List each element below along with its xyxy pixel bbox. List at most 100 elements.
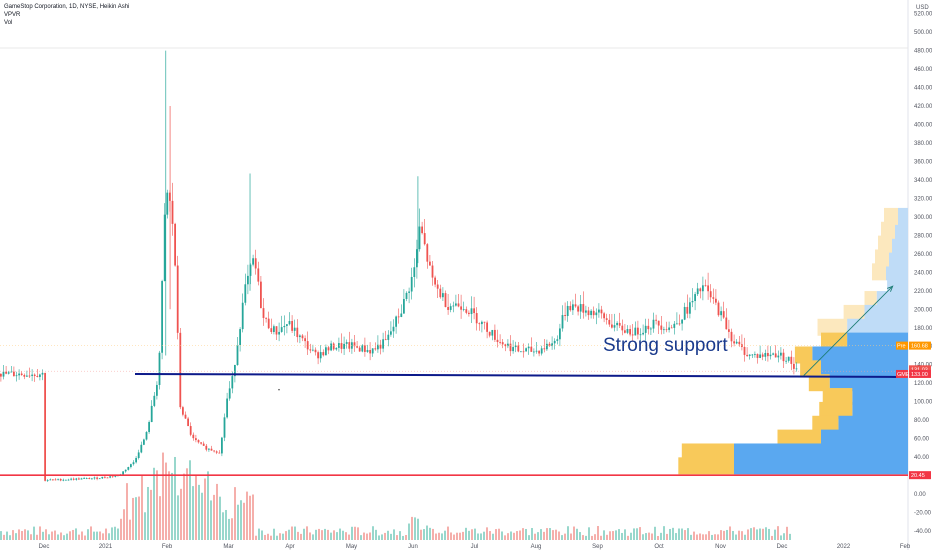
candle-body (400, 313, 403, 317)
volume-bar (102, 533, 104, 540)
volume-bar (54, 530, 56, 540)
volume-bar (477, 533, 479, 540)
volume-bar (657, 535, 659, 540)
volume-bar (669, 528, 671, 540)
last-price-badge-tag (896, 369, 908, 378)
volume-bar (582, 535, 584, 540)
volume-bar (753, 527, 755, 540)
volume-bar (246, 491, 248, 540)
candle-body (140, 444, 143, 453)
volume-bar (381, 534, 383, 540)
volume-bar (351, 526, 353, 540)
candle-body (566, 305, 569, 317)
volume-bar (588, 527, 590, 540)
volume-bar (213, 494, 215, 540)
volume-bar (345, 532, 347, 540)
candle-body (512, 347, 514, 352)
candle-body (184, 414, 187, 419)
volume-bar (264, 534, 266, 540)
candle-body (431, 265, 434, 278)
candle-body (379, 344, 382, 349)
candle-body (408, 291, 410, 293)
candle-body (356, 346, 358, 348)
volume-bar (690, 534, 692, 540)
candle-body (465, 309, 468, 313)
candle-body (52, 479, 54, 481)
volume-bar (279, 533, 281, 540)
volume-bar (729, 526, 731, 540)
candle-body (449, 306, 452, 310)
volume-bar (789, 533, 791, 540)
volume-bar (474, 528, 476, 540)
candle-body (148, 422, 150, 433)
volume-bar (600, 535, 602, 540)
volume-bar (609, 531, 611, 540)
x-tick-label: Sep (592, 544, 603, 550)
volume-bar (150, 489, 152, 540)
candle-body (314, 349, 317, 353)
x-tick-label: Feb (162, 544, 173, 550)
candle-body (730, 331, 733, 342)
candle-body (371, 348, 374, 354)
y-tick-label: 0.00 (914, 492, 926, 498)
volume-bar (72, 529, 74, 540)
candle-body (270, 328, 273, 332)
candle-body (262, 308, 265, 318)
volume-bar (525, 528, 527, 540)
candle-body (663, 329, 665, 331)
candle-body (501, 342, 504, 345)
volume-profile-up-bar (821, 429, 908, 447)
candle-body (244, 284, 247, 303)
candle-body (179, 332, 182, 408)
volume-bar (678, 528, 680, 540)
volume-profile-up-bar (876, 291, 908, 309)
x-tick-label: 2022 (837, 544, 851, 550)
volume-bar (147, 486, 149, 540)
volume-profile-down-bar (843, 304, 865, 322)
volume-bar (93, 531, 95, 540)
volume-bar (42, 531, 44, 540)
candle-body (582, 304, 585, 313)
candle-body (574, 304, 577, 307)
candle-body (26, 375, 28, 377)
candle-body (322, 352, 325, 356)
volume-bar (123, 509, 125, 540)
volume-bar (48, 534, 50, 540)
volume-profile-down-bar (794, 346, 813, 364)
volume-bar (558, 531, 560, 540)
volume-bar (258, 528, 260, 540)
premarket-price-badge (909, 341, 931, 350)
candle-body (358, 347, 361, 352)
volume-profile-up-bar (847, 332, 908, 350)
volume-bar (405, 535, 407, 540)
volume-bar (291, 526, 293, 540)
candle-body (241, 302, 244, 330)
volume-bar (81, 531, 83, 540)
volume-bar (243, 502, 245, 540)
candle-body (655, 319, 657, 321)
candle-body (410, 276, 413, 292)
candle-body (722, 311, 725, 318)
candle-body (98, 478, 101, 480)
candle-body (483, 321, 486, 323)
candle-body (553, 340, 556, 344)
volume-bar (783, 533, 785, 540)
y-tick-label: 400.00 (914, 123, 932, 129)
volume-bar (297, 531, 299, 540)
y-tick-label: 300.00 (914, 215, 932, 221)
volume-profile-down-bar (881, 221, 895, 239)
volume-bar (96, 531, 98, 540)
volume-bar (522, 528, 524, 540)
candle-body (556, 339, 559, 341)
y-tick-label: 80.00 (914, 418, 930, 424)
candle-body (527, 346, 530, 349)
volume-bar (777, 526, 779, 540)
volume-bar (516, 531, 518, 540)
candle-body (642, 332, 644, 335)
candle-body (525, 348, 527, 352)
volume-bar (60, 532, 62, 540)
candle-body (7, 372, 10, 374)
candle-body (252, 258, 254, 265)
